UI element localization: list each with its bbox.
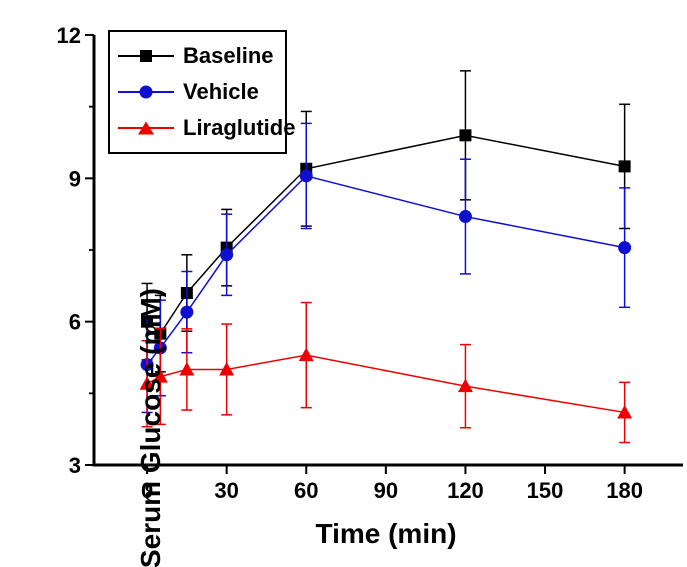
data-point bbox=[457, 378, 473, 393]
square-marker-icon bbox=[140, 50, 152, 62]
svg-text:60: 60 bbox=[294, 478, 318, 503]
data-point bbox=[139, 376, 155, 390]
data-point bbox=[299, 169, 313, 183]
svg-text:3: 3 bbox=[69, 453, 81, 478]
data-point bbox=[459, 129, 472, 142]
vehicle-key bbox=[118, 84, 174, 100]
data-point bbox=[298, 347, 314, 362]
series-line bbox=[146, 354, 625, 414]
data-point bbox=[152, 369, 168, 383]
svg-text:9: 9 bbox=[69, 166, 81, 191]
data-point bbox=[220, 248, 234, 262]
y-tick-labels: 3 6 9 12 bbox=[57, 23, 81, 478]
triangle-marker-icon bbox=[138, 121, 154, 135]
markers bbox=[140, 169, 632, 372]
data-point bbox=[618, 160, 631, 173]
svg-text:30: 30 bbox=[214, 478, 238, 503]
baseline-key bbox=[118, 48, 174, 64]
x-tick-labels: 0 30 60 90 120 150 180 bbox=[141, 478, 643, 503]
svg-text:0: 0 bbox=[141, 478, 153, 503]
series-line bbox=[146, 175, 625, 366]
svg-text:180: 180 bbox=[606, 478, 643, 503]
legend-label-liraglutide: Liraglutide bbox=[183, 115, 296, 140]
legend-label-vehicle: Vehicle bbox=[183, 79, 259, 104]
y-minor-ticks bbox=[89, 105, 94, 395]
legend-item-baseline: Baseline bbox=[118, 43, 281, 69]
circle-marker-icon bbox=[139, 85, 153, 99]
x-axis-title: Time (min) bbox=[315, 518, 457, 549]
legend-label-baseline: Baseline bbox=[183, 43, 274, 68]
series-line bbox=[146, 134, 625, 335]
data-point bbox=[618, 241, 632, 255]
y-axis-title: Serum Glucose (mM) bbox=[135, 288, 167, 567]
data-point bbox=[180, 305, 194, 319]
svg-text:120: 120 bbox=[447, 478, 484, 503]
svg-text:150: 150 bbox=[527, 478, 564, 503]
liraglutide-key bbox=[118, 120, 174, 136]
legend-item-vehicle: Vehicle bbox=[118, 79, 281, 105]
series-liraglutide bbox=[139, 301, 633, 444]
data-point bbox=[219, 361, 235, 376]
data-point bbox=[458, 210, 472, 224]
error-bars bbox=[141, 301, 631, 444]
svg-text:12: 12 bbox=[57, 23, 81, 48]
svg-text:6: 6 bbox=[69, 310, 81, 335]
svg-text:90: 90 bbox=[374, 478, 398, 503]
axis-ticks bbox=[85, 34, 626, 474]
markers bbox=[139, 347, 633, 419]
legend: Baseline Vehicle Liraglutide bbox=[108, 30, 295, 154]
data-point bbox=[179, 361, 195, 376]
legend-item-liraglutide: Liraglutide bbox=[118, 115, 295, 141]
data-point bbox=[617, 404, 633, 419]
